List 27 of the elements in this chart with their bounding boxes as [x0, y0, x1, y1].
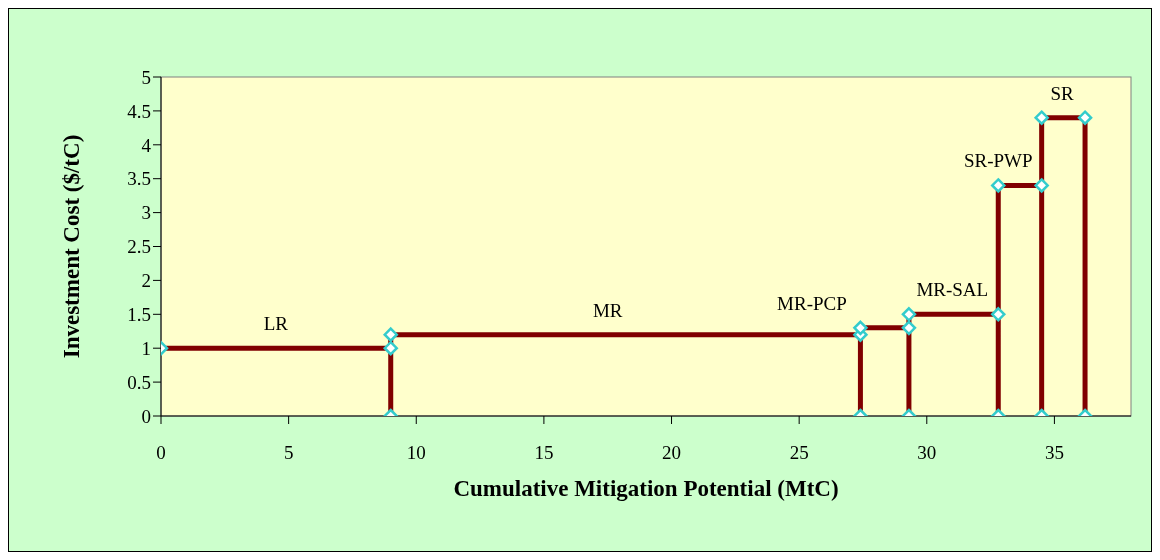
x-tick-label: 0 — [156, 442, 166, 464]
annotation: MR — [592, 299, 623, 321]
y-tick-label: 4.5 — [127, 100, 151, 122]
x-axis-title: Cumulative Mitigation Potential (MtC) — [453, 476, 839, 501]
annotation: SR-PWP — [963, 150, 1033, 172]
y-tick-label: 5 — [141, 66, 151, 88]
y-tick-label: 1.5 — [127, 304, 151, 326]
x-tick-label: 10 — [406, 442, 426, 464]
x-tick-label: 20 — [662, 442, 682, 464]
y-tick-label: 2.5 — [127, 236, 151, 258]
y-tick-label: 0 — [141, 405, 151, 427]
x-tick-label: 25 — [789, 442, 809, 464]
y-tick-label: 4 — [141, 134, 152, 156]
y-tick-label: 3.5 — [127, 168, 151, 190]
y-tick-label: 0.5 — [127, 371, 151, 393]
annotation: SR — [1050, 82, 1075, 104]
y-tick-label: 2 — [141, 270, 151, 292]
y-axis-title: Investment Cost ($/tC) — [59, 134, 85, 359]
x-tick-label: 30 — [917, 442, 937, 464]
x-tick-label: 35 — [1044, 442, 1064, 464]
y-tick-label: 1 — [141, 337, 151, 359]
annotation: LR — [263, 313, 289, 335]
y-tick-label: 3 — [141, 202, 151, 224]
x-tick-label: 15 — [534, 442, 554, 464]
annotation: MR-SAL — [916, 279, 989, 301]
annotation: MR-PCP — [777, 292, 847, 314]
x-tick-label: 5 — [283, 442, 294, 464]
